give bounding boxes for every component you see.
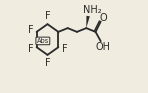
Polygon shape xyxy=(86,16,90,28)
Text: OH: OH xyxy=(96,42,111,52)
Text: F: F xyxy=(62,44,67,54)
Text: F: F xyxy=(45,58,50,68)
Text: Abs: Abs xyxy=(37,38,49,44)
Text: NH₂: NH₂ xyxy=(83,5,101,15)
Text: O: O xyxy=(99,13,107,23)
Text: F: F xyxy=(28,44,33,54)
Text: F: F xyxy=(45,11,50,21)
Text: F: F xyxy=(28,25,33,35)
